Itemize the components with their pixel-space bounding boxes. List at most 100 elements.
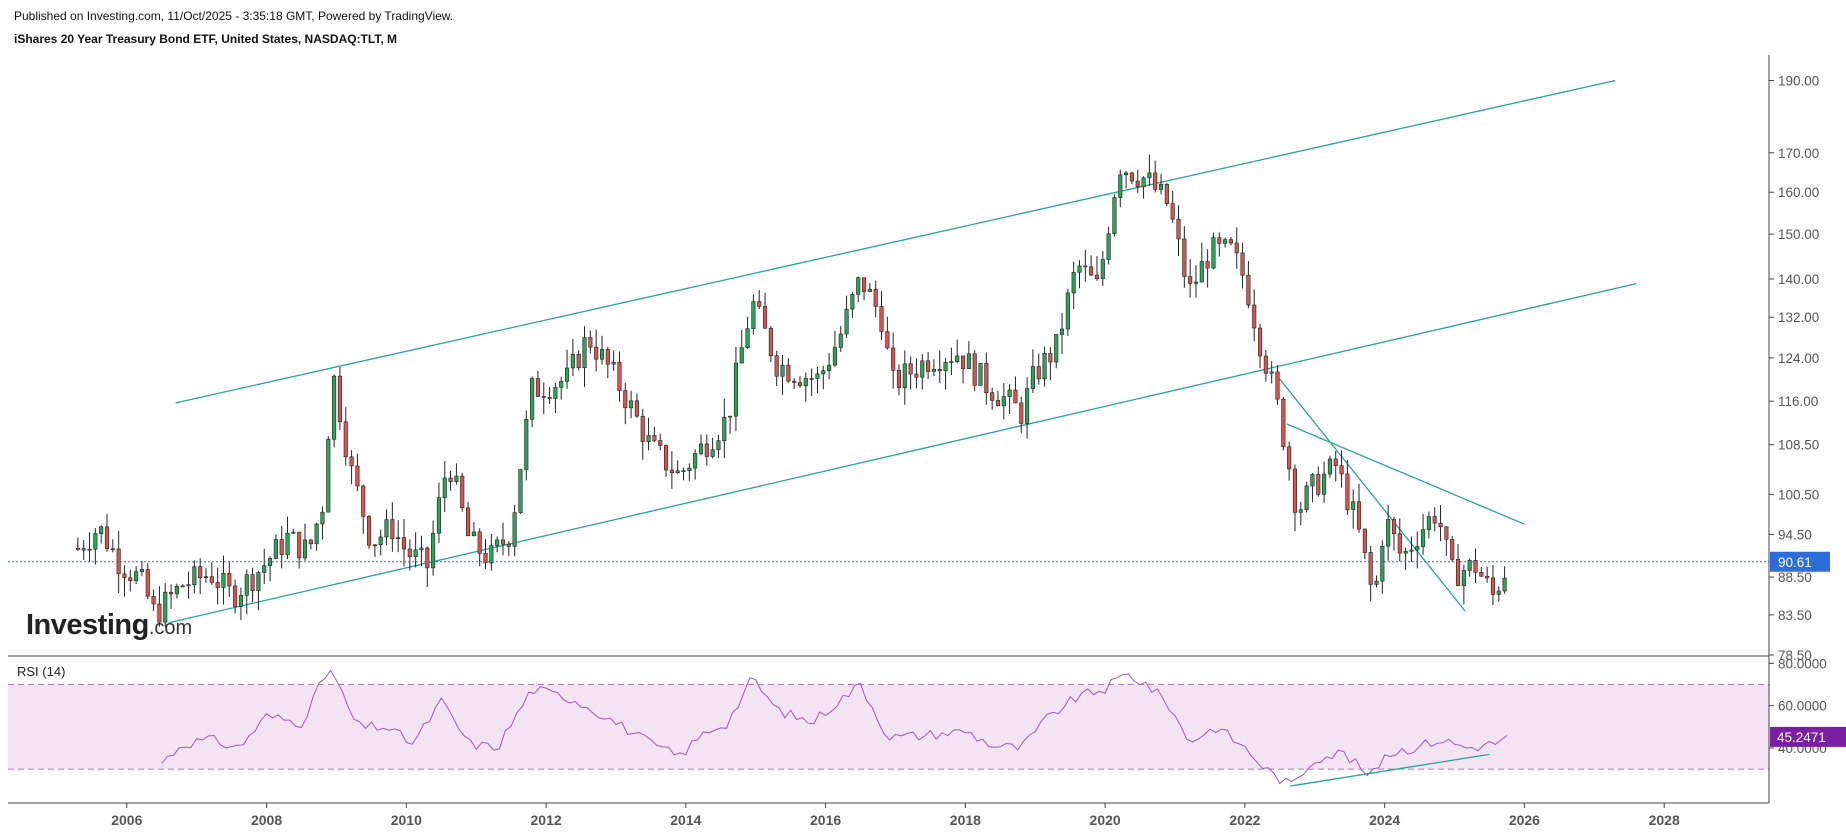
candle[interactable] — [1129, 171, 1134, 185]
candle[interactable] — [809, 368, 814, 397]
candle[interactable] — [227, 561, 232, 597]
candle[interactable] — [407, 539, 412, 571]
candle[interactable] — [1316, 466, 1321, 497]
candle[interactable] — [384, 509, 389, 546]
candle[interactable] — [1438, 504, 1443, 542]
candle[interactable] — [1141, 176, 1146, 199]
candle[interactable] — [326, 436, 331, 513]
candle[interactable] — [1391, 516, 1397, 551]
candle[interactable] — [599, 335, 605, 365]
candle[interactable] — [844, 295, 849, 338]
candle[interactable] — [949, 347, 954, 375]
candle[interactable] — [582, 326, 587, 387]
candle[interactable] — [576, 350, 581, 371]
candle[interactable] — [815, 366, 820, 394]
candle[interactable] — [186, 571, 191, 599]
candle[interactable] — [1223, 237, 1228, 248]
candle[interactable] — [442, 461, 447, 512]
candle[interactable] — [1036, 353, 1041, 385]
candle[interactable] — [1368, 545, 1373, 602]
candle[interactable] — [786, 358, 791, 383]
candle[interactable] — [1450, 535, 1455, 562]
candle[interactable] — [1007, 384, 1012, 415]
candle[interactable] — [1269, 361, 1274, 384]
candle[interactable] — [320, 506, 325, 540]
candle[interactable] — [1071, 261, 1076, 310]
candle[interactable] — [739, 330, 744, 364]
candle[interactable] — [180, 584, 185, 588]
candle[interactable] — [291, 528, 296, 534]
candle[interactable] — [1217, 232, 1222, 257]
candle[interactable] — [920, 354, 925, 390]
candle[interactable] — [1030, 349, 1035, 394]
candle[interactable] — [1228, 236, 1233, 246]
candle[interactable] — [1193, 265, 1199, 298]
candle[interactable] — [1287, 441, 1292, 481]
candle[interactable] — [110, 539, 115, 553]
candle[interactable] — [1257, 324, 1263, 369]
candle[interactable] — [233, 579, 238, 614]
candle[interactable] — [431, 520, 436, 576]
candle[interactable] — [93, 528, 98, 565]
candle[interactable] — [349, 450, 354, 485]
channel-lower[interactable] — [168, 283, 1637, 624]
candle[interactable] — [675, 460, 680, 474]
candle[interactable] — [139, 560, 144, 577]
candle[interactable] — [122, 565, 127, 597]
candle[interactable] — [943, 357, 948, 390]
candle[interactable] — [914, 358, 919, 389]
candle[interactable] — [995, 390, 1001, 407]
candle[interactable] — [774, 350, 779, 386]
candle[interactable] — [1333, 450, 1338, 482]
candle[interactable] — [885, 316, 890, 350]
candle[interactable] — [518, 469, 523, 514]
candle[interactable] — [477, 528, 482, 567]
candle[interactable] — [1240, 242, 1245, 289]
candle[interactable] — [471, 521, 476, 537]
candle[interactable] — [1292, 464, 1298, 532]
candle[interactable] — [803, 372, 808, 402]
candle[interactable] — [698, 434, 704, 456]
candle[interactable] — [1025, 377, 1030, 439]
candle[interactable] — [751, 294, 756, 335]
candle[interactable] — [565, 349, 570, 389]
candle[interactable] — [652, 426, 657, 443]
candle[interactable] — [716, 434, 721, 459]
candle[interactable] — [1351, 489, 1356, 529]
candle[interactable] — [1304, 481, 1309, 513]
candle[interactable] — [413, 532, 418, 568]
candle[interactable] — [908, 356, 913, 390]
trend-down-upper[interactable] — [1286, 423, 1525, 525]
candle[interactable] — [926, 352, 931, 379]
candle[interactable] — [367, 515, 372, 549]
candle[interactable] — [891, 332, 896, 389]
rsi-support-line[interactable] — [1290, 753, 1490, 787]
candle[interactable] — [1164, 183, 1169, 207]
candle[interactable] — [489, 533, 494, 571]
candle[interactable] — [396, 520, 401, 553]
candle[interactable] — [1153, 160, 1158, 193]
candle[interactable] — [1444, 526, 1449, 556]
candle[interactable] — [1461, 564, 1466, 605]
candle[interactable] — [535, 370, 540, 398]
candle[interactable] — [541, 382, 546, 415]
candle[interactable] — [1327, 455, 1332, 478]
candle[interactable] — [174, 583, 179, 599]
candle[interactable] — [821, 365, 826, 390]
candle[interactable] — [524, 410, 529, 481]
candle[interactable] — [1065, 288, 1070, 336]
candle[interactable] — [279, 525, 284, 569]
candle[interactable] — [990, 387, 995, 410]
candle[interactable] — [262, 548, 267, 585]
candle[interactable] — [466, 501, 471, 537]
candle[interactable] — [1421, 513, 1426, 555]
candle[interactable] — [588, 330, 593, 354]
candle[interactable] — [570, 338, 575, 377]
candle[interactable] — [436, 482, 441, 544]
candle[interactable] — [151, 589, 156, 611]
candle[interactable] — [1374, 575, 1379, 588]
candle[interactable] — [343, 407, 348, 466]
candle[interactable] — [838, 325, 843, 352]
candle[interactable] — [687, 463, 692, 481]
